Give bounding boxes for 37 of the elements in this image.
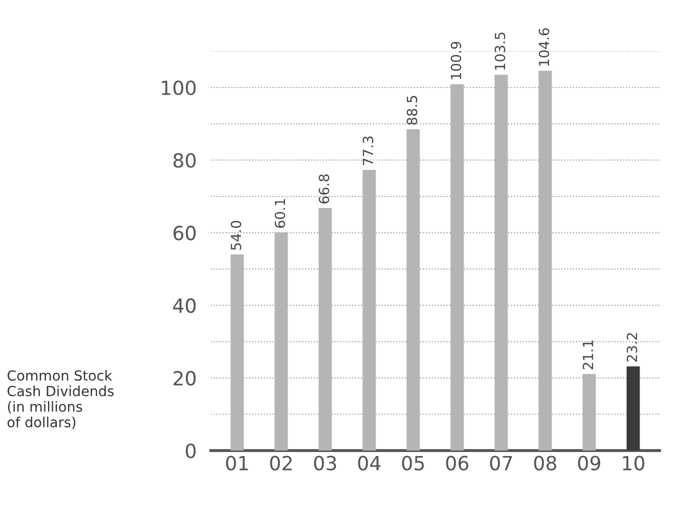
- x-tick-label: 08: [534, 456, 556, 470]
- x-tick-label: 04: [358, 456, 380, 470]
- data-label: 100.9: [450, 42, 462, 80]
- bar: [362, 170, 376, 451]
- y-tick-label: 60: [174, 226, 196, 240]
- bar: [538, 70, 552, 451]
- data-label: 66.8: [318, 174, 330, 204]
- bar: [626, 366, 640, 451]
- y-tick-label: 20: [174, 370, 196, 386]
- x-tick-label: 09: [578, 456, 600, 470]
- data-label: 21.1: [582, 340, 594, 370]
- x-tick-label: 10: [622, 456, 644, 470]
- bar: [230, 254, 244, 451]
- x-tick-label: 01: [226, 456, 248, 470]
- x-tick-label: 02: [270, 456, 292, 470]
- y-tick-label: 80: [173, 153, 196, 168]
- y-tick-label: 100: [162, 80, 196, 96]
- x-tick-label: 06: [446, 456, 468, 470]
- y-tick-label: 40: [173, 298, 196, 313]
- bar: [494, 74, 508, 451]
- y-axis-title: Common Stock Cash Dividends (in millions of dollars): [8, 370, 114, 430]
- x-tick-label: 05: [402, 456, 424, 470]
- bar: [582, 374, 596, 451]
- data-label: 60.1: [274, 199, 286, 228]
- data-label: 103.5: [494, 32, 506, 70]
- bar: [274, 232, 288, 451]
- data-label: 88.5: [406, 96, 418, 125]
- data-label: 54.0: [230, 220, 242, 250]
- data-label: 77.3: [362, 136, 374, 166]
- data-label: 23.2: [626, 333, 638, 362]
- x-tick-label: 07: [490, 456, 512, 470]
- y-tick-label: 0: [186, 444, 196, 458]
- bar: [318, 208, 332, 451]
- x-tick-label: 03: [314, 456, 336, 470]
- data-label: 104.6: [538, 28, 550, 66]
- bar: [406, 129, 420, 451]
- bar: [450, 84, 464, 451]
